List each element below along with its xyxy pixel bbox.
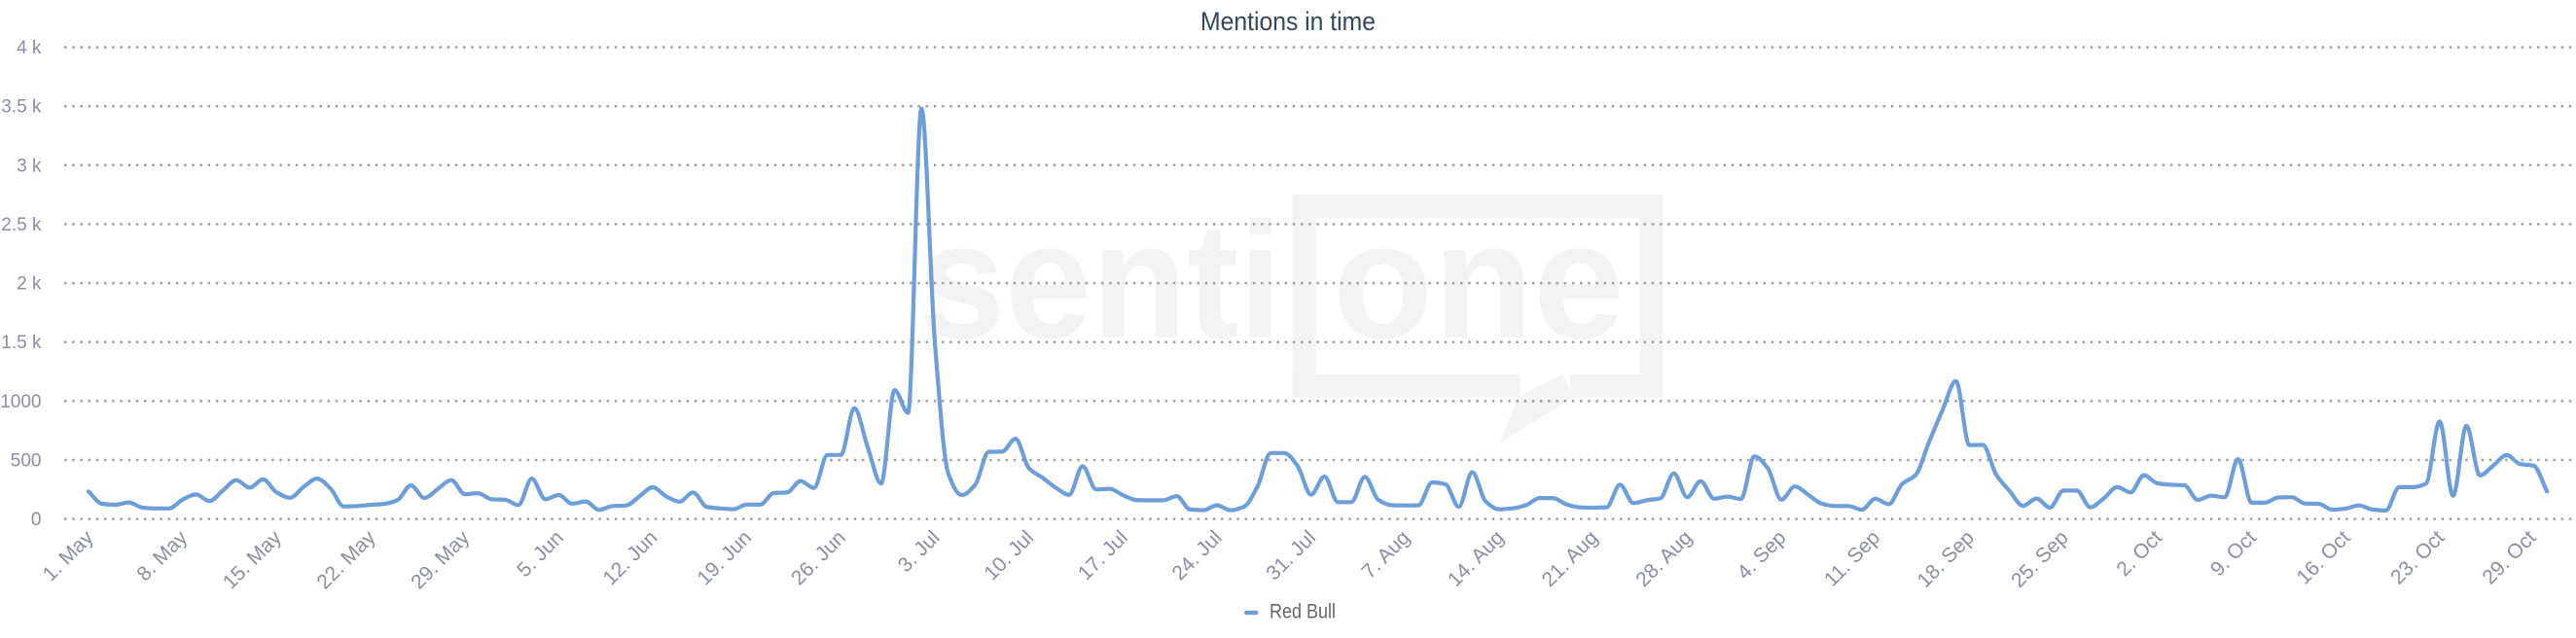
svg-text:Red Bull: Red Bull xyxy=(1270,600,1336,622)
svg-text:senti: senti xyxy=(918,189,1282,373)
svg-text:1.5 k: 1.5 k xyxy=(1,333,42,353)
svg-text:25. Sep: 25. Sep xyxy=(2007,526,2072,591)
svg-text:15. May: 15. May xyxy=(219,526,286,593)
svg-text:29. Oct: 29. Oct xyxy=(2478,526,2540,588)
svg-text:11. Sep: 11. Sep xyxy=(1820,526,1884,590)
svg-text:23. Oct: 23. Oct xyxy=(2386,526,2449,588)
svg-text:500: 500 xyxy=(11,451,42,472)
svg-text:2 k: 2 k xyxy=(17,274,42,295)
svg-text:2.5 k: 2.5 k xyxy=(1,215,42,235)
svg-text:4. Sep: 4. Sep xyxy=(1733,526,1790,584)
svg-text:21. Aug: 21. Aug xyxy=(1538,526,1603,591)
svg-text:22. May: 22. May xyxy=(312,526,379,593)
svg-text:2. Oct: 2. Oct xyxy=(2112,526,2166,581)
svg-text:18. Sep: 18. Sep xyxy=(1913,526,1978,591)
svg-text:29. May: 29. May xyxy=(407,526,474,593)
svg-text:14. Aug: 14. Aug xyxy=(1444,526,1509,591)
svg-text:Mentions in time: Mentions in time xyxy=(1200,7,1376,36)
svg-text:8. May: 8. May xyxy=(132,526,192,585)
svg-text:3. Jul: 3. Jul xyxy=(894,526,945,577)
svg-text:16. Oct: 16. Oct xyxy=(2292,526,2354,588)
svg-text:19. Jun: 19. Jun xyxy=(693,526,756,589)
svg-text:3 k: 3 k xyxy=(17,156,42,176)
svg-text:26. Jun: 26. Jun xyxy=(787,526,850,589)
svg-text:24. Jul: 24. Jul xyxy=(1168,526,1227,585)
svg-text:3.5 k: 3.5 k xyxy=(1,97,42,118)
svg-text:10. Jul: 10. Jul xyxy=(980,526,1038,585)
svg-text:9. Oct: 9. Oct xyxy=(2206,526,2261,581)
svg-text:31. Jul: 31. Jul xyxy=(1262,526,1320,585)
svg-text:12. Jun: 12. Jun xyxy=(599,526,662,589)
svg-text:4 k: 4 k xyxy=(17,38,42,58)
svg-text:5. Jun: 5. Jun xyxy=(513,526,568,582)
svg-text:17. Jul: 17. Jul xyxy=(1074,526,1132,585)
svg-text:28. Aug: 28. Aug xyxy=(1631,526,1697,591)
svg-text:1000: 1000 xyxy=(0,392,41,412)
svg-text:1. May: 1. May xyxy=(39,526,98,585)
svg-text:0: 0 xyxy=(31,510,42,530)
svg-text:7. Aug: 7. Aug xyxy=(1358,526,1414,583)
